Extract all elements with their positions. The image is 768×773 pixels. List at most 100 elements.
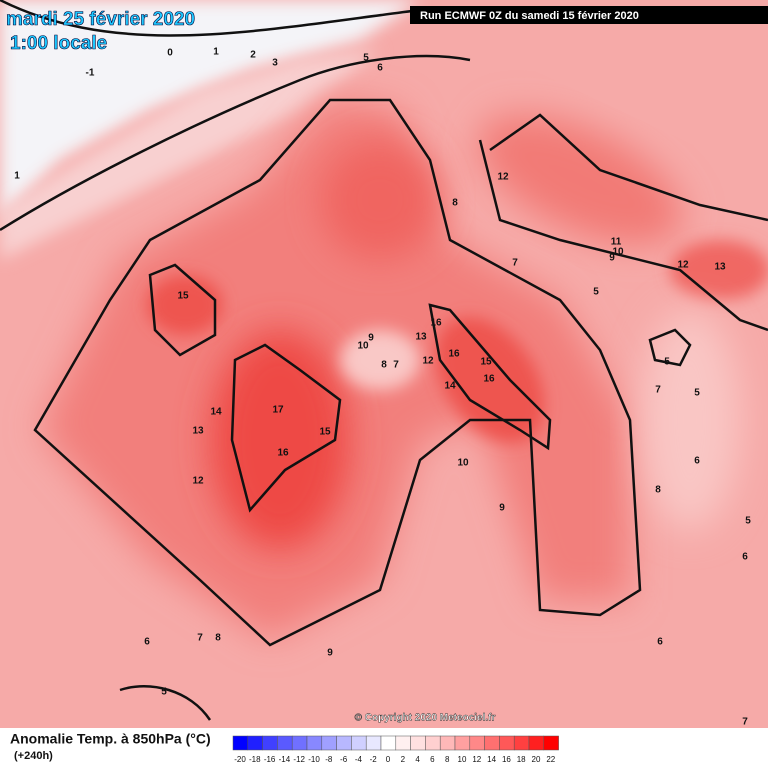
contour-label: 7	[655, 385, 661, 396]
contour-label: 12	[422, 356, 434, 367]
scale-swatch	[380, 735, 397, 751]
forecast-time: 1:00 locale	[10, 33, 107, 54]
scale-swatch	[513, 735, 530, 751]
forecast-date: mardi 25 février 2020	[6, 9, 195, 30]
contour-label: 8	[381, 360, 387, 371]
scale-swatch	[277, 735, 293, 751]
lead-time: (+240h)	[14, 750, 53, 762]
contour-label: 8	[215, 633, 221, 644]
scale-tick-label: 22	[546, 755, 555, 764]
scale-swatch	[410, 735, 426, 751]
scale-tick-label: -8	[325, 755, 333, 764]
scale-tick-label: 8	[445, 755, 450, 764]
scale-tick-label: -14	[279, 755, 291, 764]
scale-tick-label: -18	[249, 755, 261, 764]
color-scale: -20 -18 -16 -14 -12 -10 -8 -6 -4 -2 0 2 4 6 8 10 12 14 16 1…	[232, 735, 559, 764]
scale-swatch	[543, 735, 559, 751]
scale-swatch	[306, 735, 323, 751]
scale-swatch	[484, 735, 500, 751]
contour-label: 13	[192, 426, 204, 437]
contour-label: 17	[272, 405, 284, 416]
contour-label: 6	[144, 637, 150, 648]
scale-tick-label: -10	[308, 755, 320, 764]
scale-tick-label: -12	[293, 755, 305, 764]
scale-tick-label: -20	[234, 755, 246, 764]
contour-label: 10	[612, 247, 624, 258]
scale-swatch	[365, 735, 382, 751]
contour-label: 16	[448, 349, 460, 360]
scale-swatch	[395, 735, 411, 751]
scale-swatch	[336, 735, 352, 751]
scale-swatch	[425, 735, 441, 751]
scale-swatch	[321, 735, 337, 751]
contour-label: 15	[319, 427, 331, 438]
scale-swatch	[454, 735, 471, 751]
copyright: © Copyright 2020 Meteociel.fr	[355, 713, 496, 724]
contour-label: 12	[677, 260, 689, 271]
scale-tick-label: 16	[502, 755, 511, 764]
contour-label: 6	[694, 456, 700, 467]
contour-label: 6	[377, 63, 383, 74]
map-field	[0, 0, 768, 728]
contour-label: 5	[745, 516, 751, 527]
contour-label: 15	[177, 291, 189, 302]
contour-label: 7	[742, 717, 748, 728]
scale-swatch	[291, 735, 308, 751]
contour-label: 8	[655, 485, 661, 496]
scale-tick-label: 10	[458, 755, 467, 764]
contour-label: 9	[368, 333, 374, 344]
contour-label: 12	[497, 172, 509, 183]
contour-label: 14	[210, 407, 222, 418]
contour-label: 16	[277, 448, 289, 459]
contour-label: 5	[161, 687, 167, 698]
scale-tick-label: 14	[487, 755, 496, 764]
scale-swatch	[528, 735, 545, 751]
scale-tick-label: -6	[340, 755, 348, 764]
scale-swatch	[232, 735, 249, 751]
scale-tick-label: 6	[430, 755, 435, 764]
contour-label: 13	[415, 332, 427, 343]
contour-label: 1	[14, 171, 20, 182]
contour-label: 12	[192, 476, 204, 487]
contour-label: 16	[430, 318, 442, 329]
run-info: Run ECMWF 0Z du samedi 15 février 2020	[420, 10, 639, 22]
run-banner	[410, 6, 768, 24]
scale-tick-label: 0	[386, 755, 391, 764]
contour-label: 11	[611, 237, 622, 248]
contour-label: 5	[593, 287, 599, 298]
scale-swatch	[262, 735, 278, 751]
scale-swatch	[351, 735, 367, 751]
contour-label: 5	[694, 388, 700, 399]
contour-label: 9	[499, 503, 505, 514]
scale-tick-label: 4	[415, 755, 420, 764]
contour-label: 8	[452, 198, 458, 209]
scale-swatch	[469, 735, 485, 751]
contour-label: 16	[483, 374, 495, 385]
contour-label: 0	[167, 48, 173, 59]
contour-label: 14	[444, 381, 456, 392]
scale-tick-label: -2	[370, 755, 378, 764]
contour-label: 13	[714, 262, 726, 273]
contour-label: 2	[250, 50, 256, 61]
scale-tick-label: 20	[532, 755, 541, 764]
contour-label: 6	[742, 552, 748, 563]
contour-label: 3	[272, 58, 278, 69]
contour-label: 10	[457, 458, 469, 469]
variable-title: Anomalie Temp. à 850hPa (°C)	[10, 731, 211, 747]
scale-tick-label: 2	[401, 755, 406, 764]
contour-label: 5	[664, 357, 670, 368]
scale-tick-label: -16	[264, 755, 276, 764]
contour-label: 15	[480, 357, 492, 368]
contour-label: 7	[393, 360, 399, 371]
scale-swatch	[247, 735, 263, 751]
contour-label: 7	[197, 633, 203, 644]
scale-tick-label: 18	[517, 755, 526, 764]
contour-label: 9	[609, 253, 615, 264]
scale-tick-label: -4	[355, 755, 363, 764]
contour-label: 10	[357, 341, 369, 352]
contour-label: 6	[657, 637, 663, 648]
scale-tick-label: 12	[472, 755, 481, 764]
contour-label: 5	[363, 53, 369, 64]
